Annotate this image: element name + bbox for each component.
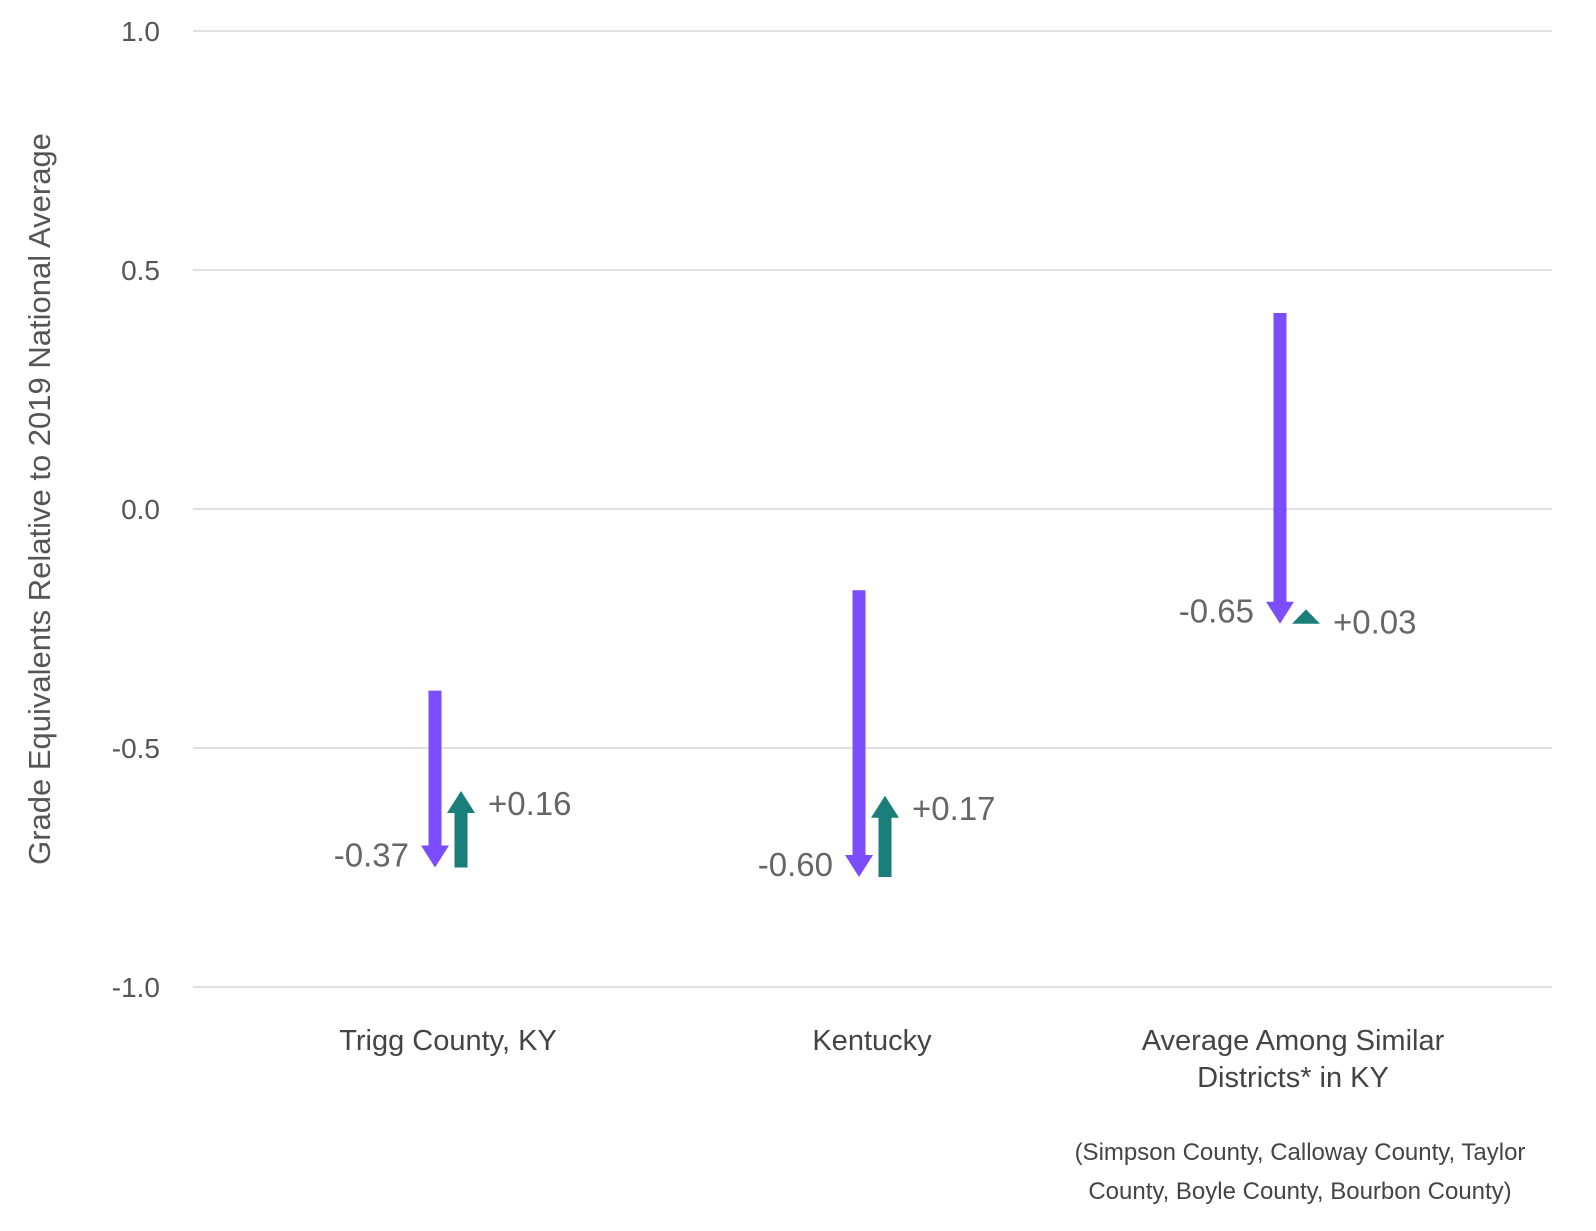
category-labels: Trigg County, KY Kentucky Average Among Si… <box>339 1025 1444 1094</box>
category-label: Trigg County, KY <box>339 1025 557 1057</box>
y-tick-label: 1.0 <box>121 16 160 47</box>
decline-value-label: -0.37 <box>334 837 409 874</box>
y-tick-label: 0.5 <box>121 255 160 286</box>
decline-arrow <box>421 691 449 868</box>
y-tick-label: -0.5 <box>112 733 160 764</box>
recovery-value-label: +0.03 <box>1333 603 1417 640</box>
recovery-arrow <box>447 791 475 867</box>
decline-value-label: -0.60 <box>758 846 833 883</box>
recovery-arrow <box>871 796 899 877</box>
category-label: Kentucky <box>812 1025 932 1057</box>
category-label: Districts* in KY <box>1197 1062 1389 1094</box>
y-axis-title: Grade Equivalents Relative to 2019 Natio… <box>22 133 57 865</box>
y-axis-ticks: 1.0 0.5 0.0 -0.5 -1.0 <box>112 16 160 1003</box>
footnote-line: County, Boyle County, Bourbon County) <box>1088 1178 1511 1205</box>
y-tick-label: 0.0 <box>121 494 160 525</box>
footnote: (Simpson County, Calloway County, Taylor… <box>1075 1139 1526 1205</box>
category-label: Average Among Similar <box>1142 1025 1445 1057</box>
footnote-line: (Simpson County, Calloway County, Taylor <box>1075 1139 1526 1166</box>
decline-arrow <box>1266 313 1294 624</box>
recovery-arrow-shape <box>871 796 899 877</box>
decline-arrow-shape <box>421 691 449 868</box>
y-tick-label: -1.0 <box>112 972 160 1003</box>
recovery-arrow-shape <box>1292 609 1320 623</box>
decline-arrow-shape <box>845 590 873 877</box>
decline-value-label: -0.65 <box>1179 593 1254 630</box>
y-axis-title-group: Grade Equivalents Relative to 2019 Natio… <box>22 133 57 865</box>
value-labels: -0.37 -0.60 -0.65 +0.16 +0.17 +0.03 <box>334 593 1417 883</box>
decline-arrow <box>845 590 873 877</box>
recovery-value-label: +0.17 <box>912 790 996 827</box>
recovery-value-label: +0.16 <box>488 785 572 822</box>
recovery-arrow-shape <box>447 791 475 867</box>
recovery-arrow <box>1292 609 1320 623</box>
decline-arrow-shape <box>1266 313 1294 624</box>
